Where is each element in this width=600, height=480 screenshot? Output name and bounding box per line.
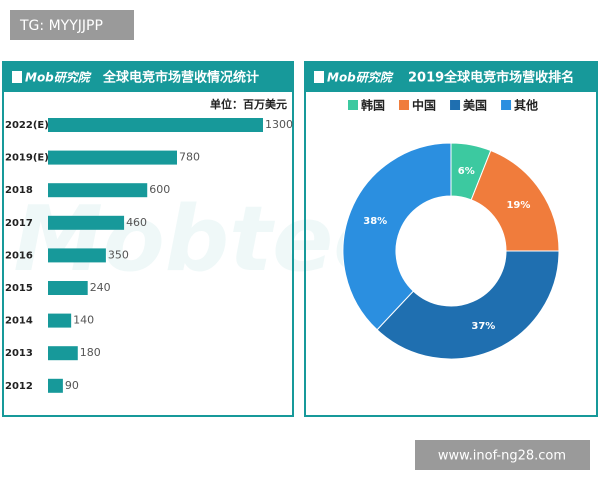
bar xyxy=(48,215,125,230)
category-label: 2022(E) xyxy=(5,120,49,131)
category-label: 2013 xyxy=(5,348,33,359)
bar xyxy=(48,346,78,361)
category-label: 2018 xyxy=(5,185,33,196)
bar xyxy=(48,118,263,132)
left-header xyxy=(3,62,293,92)
value-label: 600 xyxy=(149,183,170,196)
slice-label: 38% xyxy=(363,216,387,227)
legend-label: 其他 xyxy=(514,98,538,113)
value-label: 1300 xyxy=(265,118,293,131)
legend-swatch xyxy=(450,100,461,110)
legend-label: 美国 xyxy=(463,98,487,113)
legend-swatch xyxy=(348,100,358,110)
donut-slice xyxy=(376,250,560,360)
bar xyxy=(48,378,63,393)
value-label: 90 xyxy=(65,379,79,392)
tag-text: TG: MYYJJPP xyxy=(19,18,103,34)
legend-swatch xyxy=(399,100,410,110)
bar xyxy=(48,183,148,198)
unit-label: 单位：百万美元 xyxy=(210,97,287,111)
category-label: 2016 xyxy=(5,250,33,261)
slice-label: 6% xyxy=(458,166,475,177)
right-header xyxy=(305,62,597,92)
legend-label: 韩国 xyxy=(361,98,385,113)
tag-box xyxy=(10,10,134,40)
footer-box xyxy=(415,440,590,470)
footer-url: www.inof-ng28.com xyxy=(438,449,566,464)
value-label: 780 xyxy=(179,151,200,164)
brand-icon xyxy=(314,71,324,83)
legend-label: 中国 xyxy=(412,98,436,113)
value-label: 240 xyxy=(90,281,111,294)
category-label: 2015 xyxy=(5,283,33,294)
slice-label: 19% xyxy=(506,200,530,211)
category-label: 2019(E) xyxy=(5,153,49,164)
category-label: 2017 xyxy=(5,218,33,229)
chart-title: 全球电竞市场营收情况统计 xyxy=(102,70,259,86)
slice-label: 37% xyxy=(471,321,495,332)
brand: Mob研究院 xyxy=(25,71,92,85)
value-label: 180 xyxy=(80,346,101,359)
donut-slice xyxy=(342,142,452,331)
legend-swatch xyxy=(501,100,512,110)
value-label: 350 xyxy=(108,248,129,261)
brand-icon xyxy=(12,71,22,83)
category-label: 2014 xyxy=(5,316,33,327)
background-watermark: Mobtec xyxy=(13,187,386,292)
brand: Mob研究院 xyxy=(327,71,394,85)
bar xyxy=(48,150,177,165)
value-label: 460 xyxy=(126,216,147,229)
category-label: 2012 xyxy=(5,381,33,392)
bar xyxy=(48,281,88,295)
chart-title: 2019全球电竞市场营收排名 xyxy=(408,70,574,86)
bar xyxy=(48,248,106,263)
value-label: 140 xyxy=(73,314,94,327)
bar xyxy=(48,313,72,328)
